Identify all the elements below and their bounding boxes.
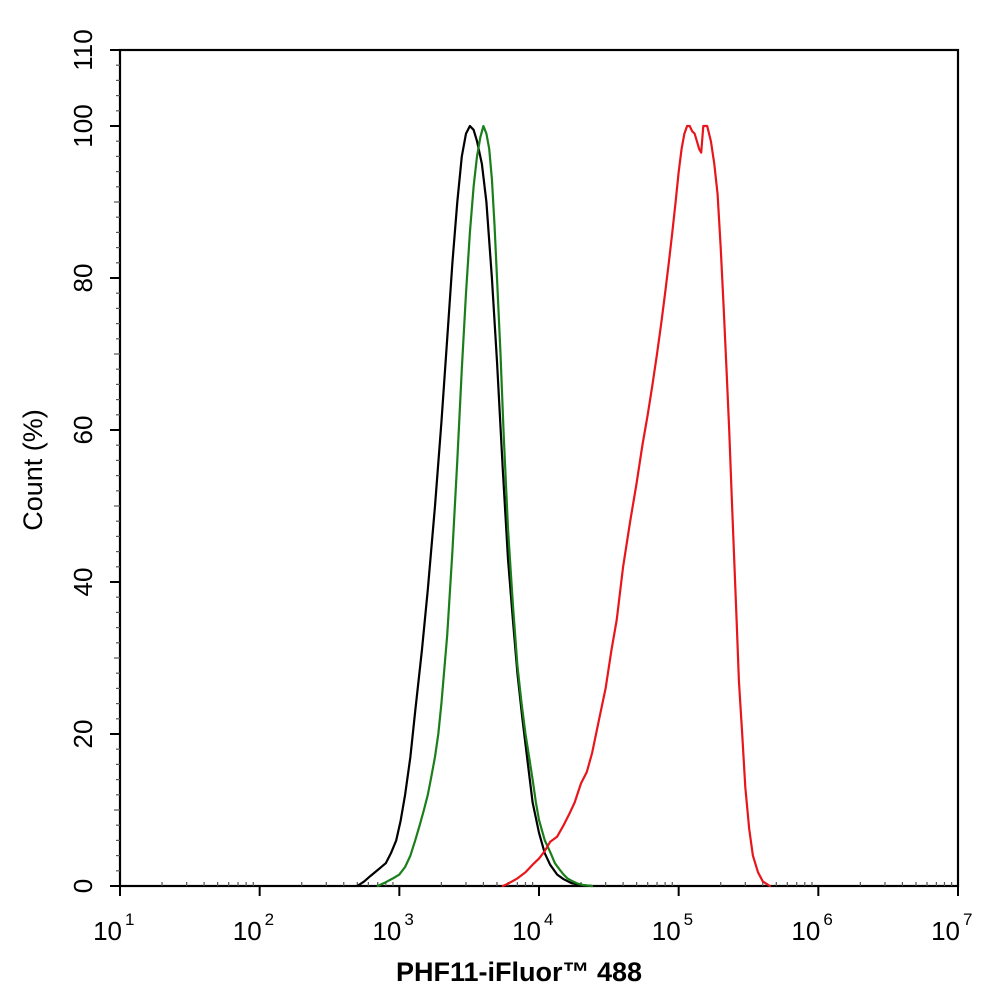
x-tick-exponent: 7 <box>963 910 972 929</box>
series-line-1 <box>356 124 594 888</box>
y-tick-label: 80 <box>68 264 98 293</box>
y-tick-label: 0 <box>68 879 98 893</box>
x-tick-label: 10 <box>652 916 681 946</box>
plot-frame <box>118 48 960 888</box>
x-tick-label: 10 <box>931 916 960 946</box>
series-layer <box>356 124 771 888</box>
x-tick-label: 10 <box>93 916 122 946</box>
y-tick-label: 100 <box>68 104 98 147</box>
x-tick-label: 10 <box>233 916 262 946</box>
x-tick-exponent: 1 <box>125 910 134 929</box>
x-tick-label: 10 <box>512 916 541 946</box>
x-tick-label: 10 <box>791 916 820 946</box>
x-tick-exponent: 3 <box>404 910 413 929</box>
x-tick-exponent: 2 <box>265 910 274 929</box>
x-tick-exponent: 5 <box>684 910 693 929</box>
x-tick-exponent: 6 <box>823 910 832 929</box>
y-tick-label: 40 <box>68 568 98 597</box>
y-axis-title: Count (%) <box>18 409 48 531</box>
series-line-2 <box>376 124 594 888</box>
x-axis-ticks: 10 1 10 2 10 3 10 4 10 5 10 6 10 7 <box>93 882 972 946</box>
y-axis-ticks: 0 20 40 60 80 100 110 <box>68 29 120 893</box>
series-line-3 <box>501 124 771 888</box>
x-tick-label: 10 <box>372 916 401 946</box>
y-tick-label: 110 <box>68 29 98 70</box>
y-tick-label: 60 <box>68 416 98 445</box>
y-tick-label: 20 <box>68 720 98 749</box>
x-tick-exponent: 4 <box>544 910 553 929</box>
x-axis-title: PHF11-iFluor™ 488 <box>396 957 642 987</box>
